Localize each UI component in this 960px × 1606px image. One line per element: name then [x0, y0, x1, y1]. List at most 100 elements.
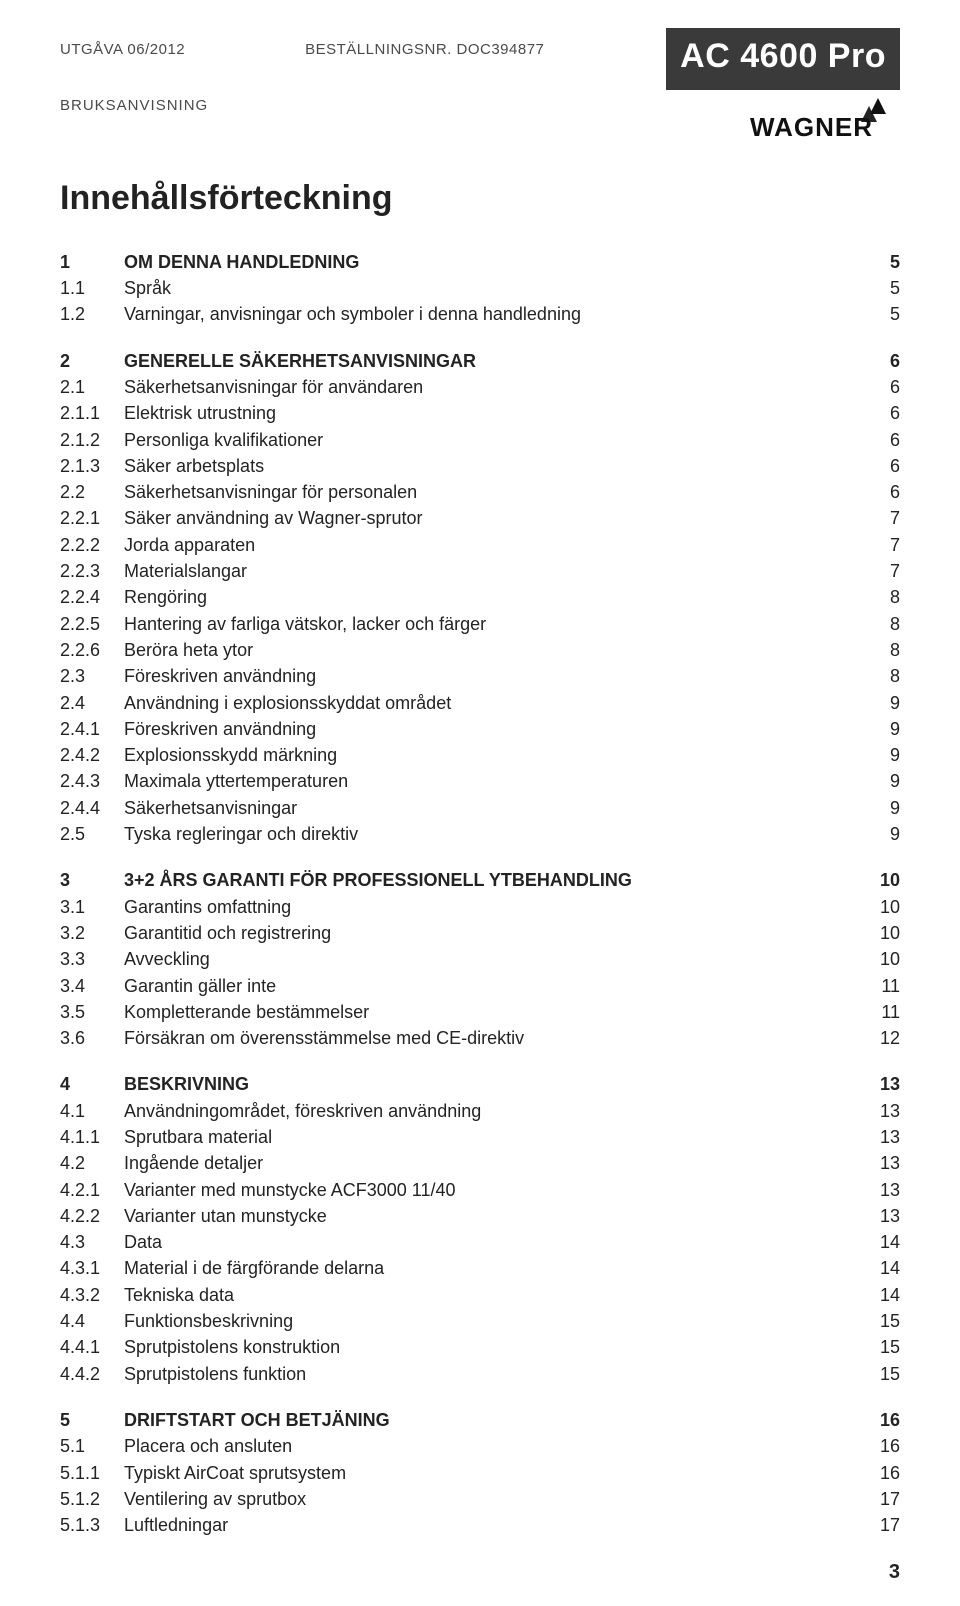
toc-entry-label: Föreskriven användning [124, 717, 864, 741]
toc-entry-page: 6 [864, 401, 900, 425]
toc-entry-label: Sprutpistolens konstruktion [124, 1335, 864, 1359]
toc-entry-page: 10 [864, 921, 900, 945]
toc-entry-number: 1.1 [60, 276, 124, 300]
toc-entry-page: 16 [864, 1461, 900, 1485]
toc-entry-label: Avveckling [124, 947, 864, 971]
toc-row: 2.2.5Hantering av farliga vätskor, lacke… [60, 612, 900, 636]
toc-entry-number: 2.2.1 [60, 506, 124, 530]
toc-entry-number: 3.5 [60, 1000, 124, 1024]
toc-entry-page: 14 [864, 1230, 900, 1254]
page-number: 3 [60, 1559, 900, 1586]
toc-row: 2.4Användning i explosionsskyddat område… [60, 691, 900, 715]
toc-entry-page: 10 [864, 868, 900, 892]
toc-entry-page: 16 [864, 1434, 900, 1458]
toc-row: 2.2.6Beröra heta ytor8 [60, 638, 900, 662]
brand-logo: WAGNER [750, 96, 900, 140]
manual-label: BRUKSANVISNING [60, 96, 208, 116]
toc-row: 4.2.1Varianter med munstycke ACF3000 11/… [60, 1178, 900, 1202]
toc-entry-number: 2.5 [60, 822, 124, 846]
toc-row: 4.2Ingående detaljer13 [60, 1151, 900, 1175]
toc-row: 5.1Placera och ansluten16 [60, 1434, 900, 1458]
toc-entry-number: 4.4.1 [60, 1335, 124, 1359]
toc-entry-number: 4.2 [60, 1151, 124, 1175]
toc-entry-page: 6 [864, 375, 900, 399]
toc-entry-label: Hantering av farliga vätskor, lacker och… [124, 612, 864, 636]
toc-entry-number: 2.2.4 [60, 585, 124, 609]
toc-entry-page: 17 [864, 1487, 900, 1511]
toc-entry-label: Försäkran om överensstämmelse med CE-dir… [124, 1026, 864, 1050]
toc-entry-page: 11 [864, 1000, 900, 1024]
toc-row: 4.4Funktionsbeskrivning15 [60, 1309, 900, 1333]
toc-entry-label: Personliga kvalifikationer [124, 428, 864, 452]
toc-entry-label: OM DENNA HANDLEDNING [124, 250, 864, 274]
toc-row: 1.1Språk5 [60, 276, 900, 300]
toc-entry-page: 16 [864, 1408, 900, 1432]
toc-row: 2.4.3Maximala yttertemperaturen9 [60, 769, 900, 793]
toc-entry-label: Ventilering av sprutbox [124, 1487, 864, 1511]
toc-entry-number: 3.3 [60, 947, 124, 971]
toc-entry-page: 13 [864, 1072, 900, 1096]
toc-entry-page: 15 [864, 1362, 900, 1386]
toc-row: 2.2.4Rengöring8 [60, 585, 900, 609]
toc-entry-number: 5.1.1 [60, 1461, 124, 1485]
toc-section: 5DRIFTSTART OCH BETJÄNING165.1Placera oc… [60, 1408, 900, 1537]
toc-entry-page: 9 [864, 691, 900, 715]
toc-entry-page: 5 [864, 276, 900, 300]
toc-row: 2.2Säkerhetsanvisningar för personalen6 [60, 480, 900, 504]
toc-entry-page: 13 [864, 1099, 900, 1123]
toc-row: 2.4.4Säkerhetsanvisningar9 [60, 796, 900, 820]
subheader: BRUKSANVISNING WAGNER [60, 96, 900, 140]
toc-entry-number: 2.1.2 [60, 428, 124, 452]
toc-entry-number: 4.4.2 [60, 1362, 124, 1386]
toc-entry-number: 2.4 [60, 691, 124, 715]
toc-entry-number: 2.2.5 [60, 612, 124, 636]
toc-row: 2.5Tyska regleringar och direktiv9 [60, 822, 900, 846]
toc-entry-label: Ingående detaljer [124, 1151, 864, 1175]
svg-text:WAGNER: WAGNER [750, 112, 873, 140]
toc-entry-label: Säker användning av Wagner-sprutor [124, 506, 864, 530]
toc-row: 4.1Användningområdet, föreskriven använd… [60, 1099, 900, 1123]
toc-entry-number: 2.2 [60, 480, 124, 504]
toc-row: 1.2Varningar, anvisningar och symboler i… [60, 302, 900, 326]
toc-row: 2.1.2Personliga kvalifikationer6 [60, 428, 900, 452]
toc-row: 2.4.2Explosionsskydd märkning9 [60, 743, 900, 767]
toc-entry-label: Säkerhetsanvisningar [124, 796, 864, 820]
toc-row: 4.2.2Varianter utan munstycke13 [60, 1204, 900, 1228]
toc-entry-label: Varningar, anvisningar och symboler i de… [124, 302, 864, 326]
toc-entry-number: 3.4 [60, 974, 124, 998]
toc-entry-label: Garantins omfattning [124, 895, 864, 919]
toc-entry-page: 6 [864, 428, 900, 452]
toc-entry-number: 4.4 [60, 1309, 124, 1333]
toc-entry-label: Sprutbara material [124, 1125, 864, 1149]
toc-row: 2.2.1Säker användning av Wagner-sprutor7 [60, 506, 900, 530]
toc-section: 33+2 ÅRS GARANTI FÖR PROFESSIONELL YTBEH… [60, 868, 900, 1050]
toc-entry-label: Luftledningar [124, 1513, 864, 1537]
toc-entry-page: 7 [864, 559, 900, 583]
toc-entry-label: Användningområdet, föreskriven användnin… [124, 1099, 864, 1123]
toc-entry-page: 11 [864, 974, 900, 998]
toc-entry-page: 14 [864, 1283, 900, 1307]
toc-entry-number: 3 [60, 868, 124, 892]
toc-entry-number: 4.1 [60, 1099, 124, 1123]
toc-entry-page: 15 [864, 1335, 900, 1359]
toc-entry-label: Data [124, 1230, 864, 1254]
toc-entry-number: 2.2.6 [60, 638, 124, 662]
toc-entry-number: 2.2.2 [60, 533, 124, 557]
toc-row: 2.3Föreskriven användning8 [60, 664, 900, 688]
toc-row: 4.3.1Material i de färgförande delarna14 [60, 1256, 900, 1280]
toc-entry-number: 2.4.4 [60, 796, 124, 820]
toc-entry-label: Varianter med munstycke ACF3000 11/40 [124, 1178, 864, 1202]
toc-entry-label: Funktionsbeskrivning [124, 1309, 864, 1333]
toc-entry-page: 9 [864, 769, 900, 793]
toc-entry-label: Garantitid och registrering [124, 921, 864, 945]
toc-entry-page: 8 [864, 664, 900, 688]
toc-row: 2.2.3Materialslangar7 [60, 559, 900, 583]
toc-entry-label: Varianter utan munstycke [124, 1204, 864, 1228]
toc-row: 3.2Garantitid och registrering10 [60, 921, 900, 945]
toc-entry-label: Föreskriven användning [124, 664, 864, 688]
toc-entry-page: 14 [864, 1256, 900, 1280]
toc-entry-label: Säkerhetsanvisningar för användaren [124, 375, 864, 399]
toc-entry-label: DRIFTSTART OCH BETJÄNING [124, 1408, 864, 1432]
toc-entry-page: 6 [864, 349, 900, 373]
toc-entry-label: Tyska regleringar och direktiv [124, 822, 864, 846]
